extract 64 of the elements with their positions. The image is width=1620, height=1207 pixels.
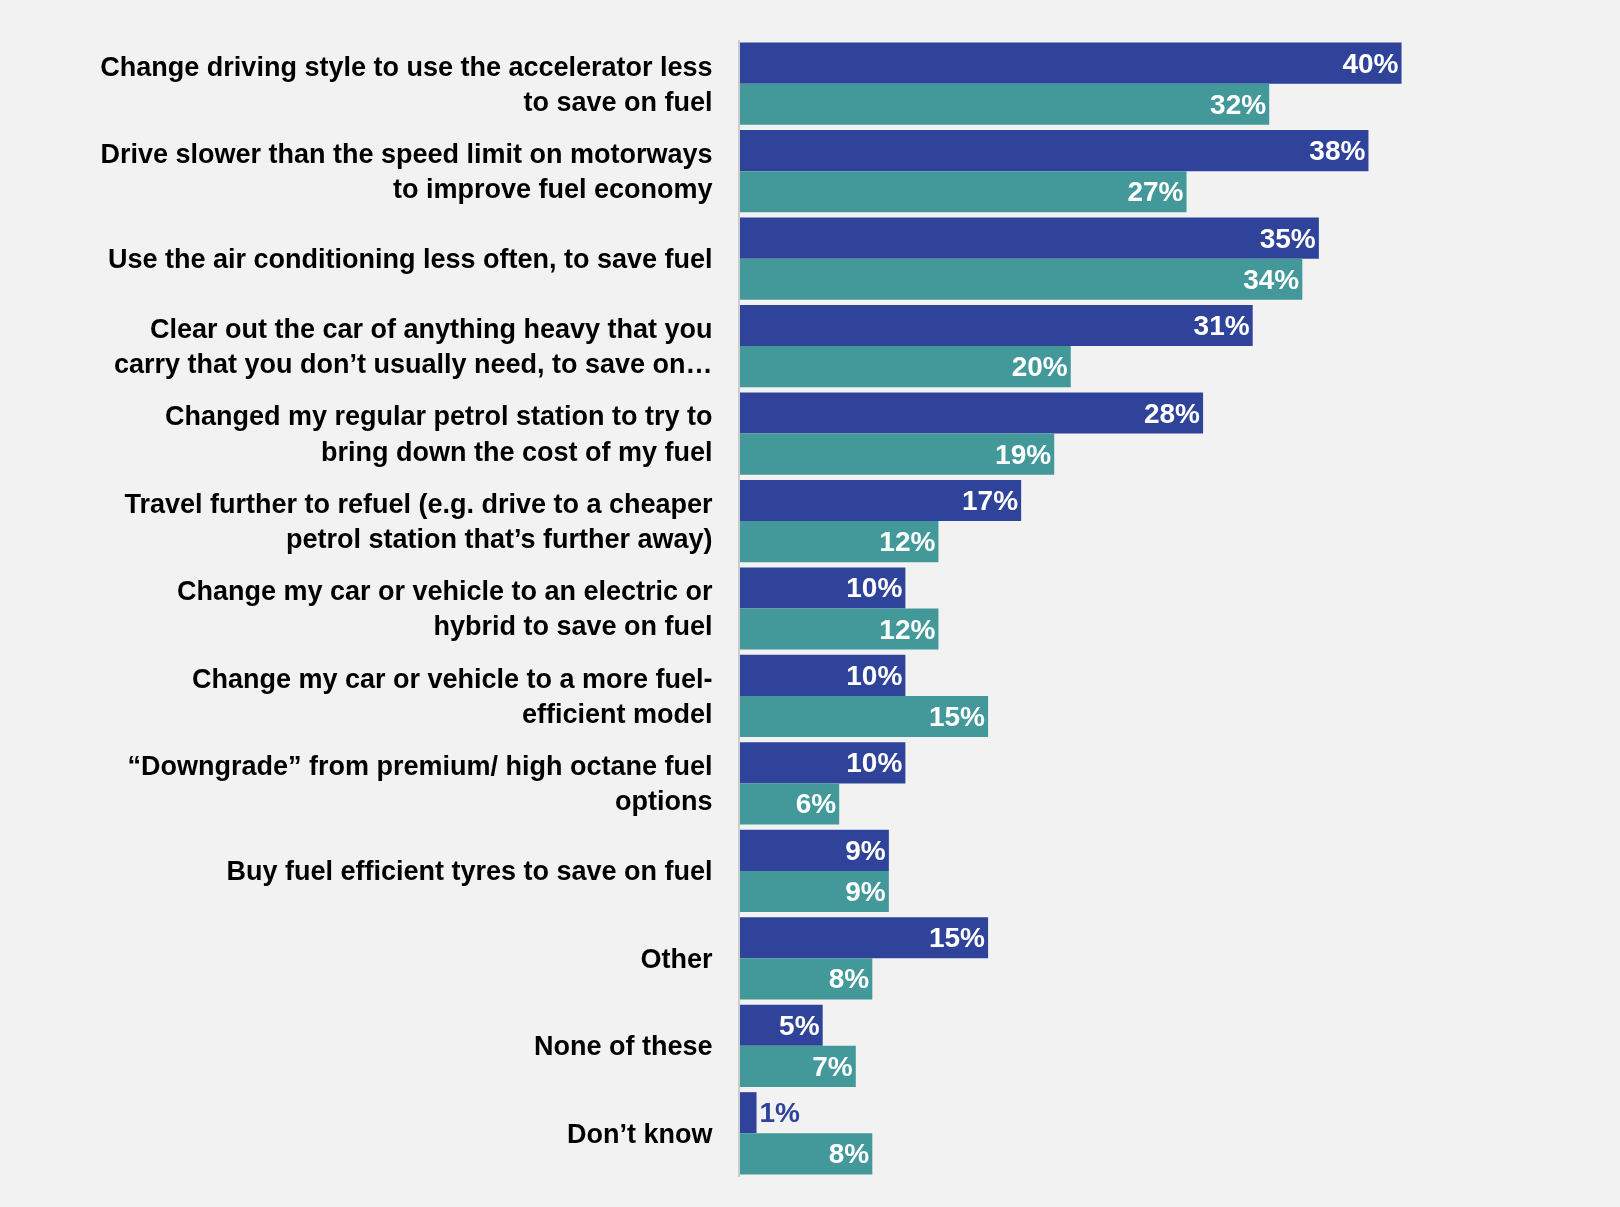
- bar: [740, 567, 906, 609]
- bar: [740, 217, 1319, 259]
- data-label: 20%: [1011, 351, 1068, 383]
- bar: [740, 654, 906, 696]
- data-label: 6%: [795, 788, 837, 820]
- data-label: 12%: [879, 526, 936, 558]
- data-label: 38%: [1309, 135, 1366, 167]
- y-tick-label: Buy fuel efficient tyres to save on fuel: [226, 856, 713, 887]
- bar: [740, 783, 840, 825]
- bar: [740, 1045, 856, 1087]
- data-label: 32%: [1210, 88, 1267, 120]
- bar: [740, 258, 1303, 300]
- bar: [740, 870, 889, 912]
- y-tick-label: Travel further to refuel (e.g. drive to a cheaper petrol station that’s further away): [124, 488, 714, 555]
- y-tick-label: Clear out the car of anything heavy that you carry that you don’t usually need, to save on…: [113, 314, 713, 380]
- data-label: 7%: [812, 1050, 853, 1082]
- bar: [740, 742, 906, 784]
- data-label: 35%: [1259, 222, 1316, 254]
- bar: [740, 305, 1253, 347]
- data-label: 27%: [1127, 176, 1184, 208]
- data-label: 10%: [846, 572, 903, 604]
- bar: [740, 958, 873, 1000]
- y-tick-label: Change driving style to use the accelerator less to save on fuel: [100, 51, 713, 117]
- bar: [740, 917, 989, 959]
- bar: [740, 521, 939, 563]
- bar: [740, 1092, 757, 1134]
- y-tick-label: Changed my regular petrol station to try to bring down the cost of my fuel: [165, 401, 713, 467]
- data-label: 5%: [779, 1009, 820, 1041]
- y-tick-label: Change my car or vehicle to a more fuel- efficient model: [191, 663, 713, 729]
- data-label: 1%: [759, 1097, 801, 1129]
- data-label: 17%: [962, 484, 1019, 516]
- y-tick-label: Use the air conditioning less often, to save fuel: [107, 244, 713, 275]
- data-label: 10%: [846, 659, 903, 691]
- bar: [740, 42, 1402, 84]
- data-label: 8%: [828, 963, 870, 995]
- bar: [740, 695, 989, 738]
- data-label: 8%: [828, 1138, 870, 1170]
- bar: [740, 479, 1022, 522]
- y-tick-label: Drive slower than the speed limit on motorways to improve fuel economy: [100, 139, 713, 205]
- bar: [740, 1133, 873, 1175]
- bar: [740, 83, 1270, 125]
- y-tick-label: Don’t know: [567, 1118, 714, 1149]
- bar: [740, 608, 939, 650]
- data-label: 15%: [928, 701, 986, 733]
- bar: [740, 171, 1187, 213]
- y-tick-label: Change my car or vehicle to an electric or hybrid to save on fuel: [176, 576, 714, 642]
- data-label: 28%: [1143, 397, 1201, 429]
- data-label: 31%: [1193, 310, 1250, 342]
- bar: [740, 346, 1071, 388]
- bar: [740, 130, 1369, 172]
- y-tick-label: “Downgrade” from premium/ high octane fuel options: [127, 751, 713, 817]
- data-label: 34%: [1243, 263, 1300, 295]
- data-label: 10%: [846, 747, 903, 779]
- data-label: 40%: [1342, 47, 1399, 79]
- bar: [740, 829, 889, 871]
- data-label: 9%: [845, 875, 886, 907]
- data-label: 9%: [845, 834, 886, 866]
- bar: [740, 392, 1204, 434]
- y-tick-label: Other: [640, 943, 714, 974]
- data-label: 15%: [928, 922, 986, 954]
- y-tick-label: None of these: [534, 1031, 713, 1062]
- data-label: 12%: [879, 613, 936, 645]
- data-label: 19%: [995, 438, 1052, 470]
- bar: [740, 433, 1055, 475]
